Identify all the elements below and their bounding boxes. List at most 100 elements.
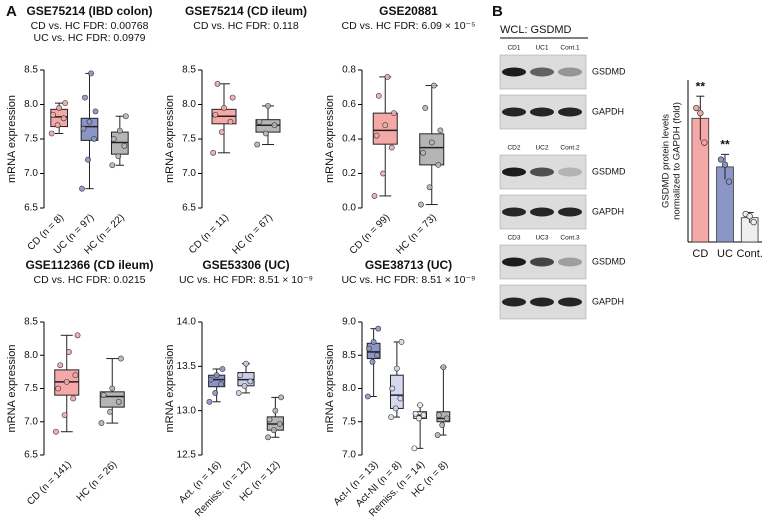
chart-subtitle: UC vs. HC FDR: 8.51 × 10⁻⁹: [341, 274, 475, 286]
data-point: [420, 149, 427, 156]
data-point: [121, 142, 128, 149]
y-tick-label: 7.5: [24, 134, 38, 145]
data-point: [265, 102, 271, 109]
data-point: [218, 381, 224, 387]
blot-band: [558, 297, 582, 307]
data-point: [60, 115, 67, 122]
data-point: [210, 149, 217, 156]
blot-band: [502, 207, 526, 217]
data-point: [693, 104, 700, 112]
box: [419, 133, 445, 166]
data-point: [98, 420, 105, 426]
chart-title: GSE75214 (CD ileum): [185, 4, 307, 18]
data-point: [270, 427, 277, 434]
blot-band: [502, 167, 526, 177]
data-point: [241, 382, 248, 389]
y-tick-label: 9.0: [342, 317, 356, 328]
data-point: [57, 362, 64, 369]
data-point: [276, 421, 283, 427]
blot-band: [502, 67, 526, 77]
data-point: [265, 434, 271, 441]
data-point: [443, 415, 450, 422]
data-point: [227, 118, 234, 125]
data-point: [55, 385, 62, 392]
data-point: [435, 161, 442, 168]
data-point: [431, 82, 437, 89]
data-point: [725, 178, 733, 185]
chart-title: GSE75214 (IBD colon): [26, 4, 152, 18]
data-point: [214, 80, 221, 87]
y-tick-label: 0.6: [342, 99, 356, 110]
data-point: [247, 378, 254, 385]
data-point: [371, 193, 378, 199]
blot-band: [502, 297, 526, 307]
data-point: [54, 122, 61, 129]
data-point: [272, 407, 279, 414]
data-point: [207, 376, 214, 383]
data-point: [237, 372, 244, 379]
chart-title: GSE53306 (UC): [202, 258, 289, 272]
data-point: [212, 390, 219, 396]
data-point: [393, 365, 400, 372]
chart-subtitle: UC vs. HC FDR: 8.51 × 10⁻⁹: [179, 274, 313, 286]
data-point: [107, 408, 113, 415]
y-tick-label: 6.5: [24, 203, 38, 214]
y-tick-label: 8.5: [24, 65, 38, 76]
data-point: [375, 325, 382, 332]
data-point: [117, 355, 124, 362]
data-point: [221, 105, 227, 111]
blot-band: [530, 107, 554, 117]
data-point: [91, 136, 97, 142]
box: [389, 374, 404, 409]
data-point: [56, 105, 63, 111]
y-tick-label: 8.5: [342, 350, 356, 361]
y-tick-label: 7.5: [342, 416, 356, 427]
data-point: [85, 156, 91, 163]
data-point: [254, 141, 261, 148]
y-tick-label: 0.8: [342, 65, 356, 76]
chart-title: GSE112366 (CD ileum): [25, 258, 153, 272]
band-label: GAPDH: [592, 296, 624, 306]
data-point: [369, 358, 376, 365]
y-tick-label: 8.0: [24, 99, 38, 110]
data-point: [435, 412, 442, 418]
significance: **: [696, 79, 706, 93]
data-point: [398, 339, 405, 345]
data-point: [417, 402, 424, 409]
data-point: [66, 349, 72, 355]
data-point: [373, 132, 380, 139]
data-point: [374, 352, 380, 359]
panel-label: A: [6, 3, 17, 20]
blot-band: [530, 167, 554, 177]
lane-label: CD1: [507, 45, 520, 52]
x-tick-label: CD (n = 141): [25, 459, 73, 507]
data-point: [418, 201, 424, 208]
chart-title: GSE38713 (UC): [365, 258, 452, 272]
x-tick-label: UC: [717, 248, 733, 260]
blot-title: WCL: GSDMD: [500, 24, 572, 36]
panel-label: B: [492, 3, 503, 20]
data-point: [397, 395, 404, 402]
data-point: [440, 364, 447, 371]
data-point: [70, 395, 77, 402]
blot-band: [530, 207, 554, 217]
data-point: [366, 345, 372, 352]
lane-label: UC3: [535, 235, 548, 242]
lane-label: Cont.2: [560, 145, 580, 152]
chart-subtitle: CD vs. HC FDR: 0.0215: [33, 274, 145, 286]
data-point: [74, 332, 81, 339]
band-label: GSDMD: [592, 66, 626, 76]
y-tick-label: 0.2: [342, 168, 356, 179]
data-point: [384, 74, 391, 80]
data-point: [61, 412, 68, 418]
y-tick-label: 8.5: [182, 65, 196, 76]
data-point: [746, 213, 753, 220]
data-point: [717, 156, 725, 163]
data-point: [213, 372, 220, 379]
data-point: [235, 390, 242, 396]
y-axis-label: mRNA expression: [164, 95, 176, 183]
y-tick-label: 7.0: [182, 168, 196, 179]
y-tick-label: 7.5: [24, 383, 38, 394]
y-tick-label: 13.0: [177, 405, 197, 416]
